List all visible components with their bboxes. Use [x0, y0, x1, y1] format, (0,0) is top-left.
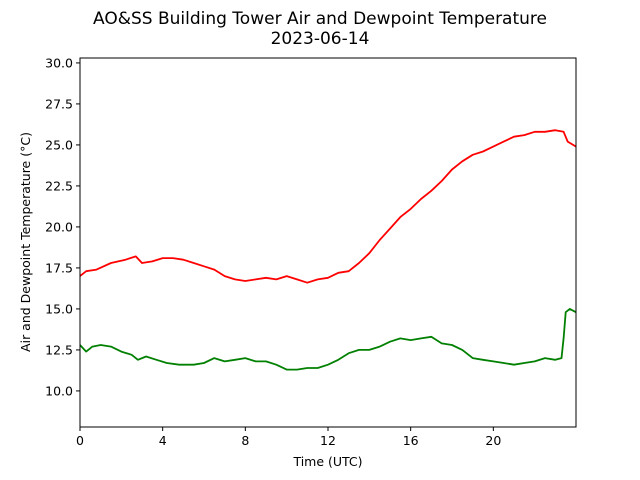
- y-tick-label: 12.5: [45, 342, 73, 357]
- x-tick-label: 0: [76, 433, 84, 448]
- chart-subtitle: 2023-06-14: [271, 29, 370, 49]
- y-tick-label: 20.0: [45, 219, 73, 234]
- series-layer: [79, 129, 577, 371]
- x-tick-label: 12: [320, 433, 336, 448]
- x-tick-label: 20: [485, 433, 501, 448]
- y-axis: 10.0 12.5 15.0 17.5 20.0 22.5 25.0 27.5 30.0: [45, 55, 80, 398]
- y-tick-label: 25.0: [45, 137, 73, 152]
- y-tick-label: 22.5: [45, 178, 73, 193]
- y-tick-label: 15.0: [45, 301, 73, 316]
- y-tick-label: 30.0: [45, 55, 73, 70]
- x-tick-label: 8: [241, 433, 249, 448]
- y-tick-label: 10.0: [45, 383, 73, 398]
- chart-title: AO&SS Building Tower Air and Dewpoint Te…: [93, 9, 547, 29]
- y-tick-label: 27.5: [45, 96, 73, 111]
- series-line-1: [79, 129, 577, 284]
- x-tick-label: 4: [159, 433, 167, 448]
- y-tick-label: 17.5: [45, 260, 73, 275]
- x-axis: 0 4 8 12 16 20: [76, 427, 501, 448]
- plot-frame: [79, 57, 577, 428]
- x-tick-label: 16: [403, 433, 419, 448]
- x-axis-label: Time (UTC): [292, 454, 362, 469]
- y-axis-label: Air and Dewpoint Temperature (°C): [18, 132, 33, 352]
- series-line-2: [79, 308, 577, 371]
